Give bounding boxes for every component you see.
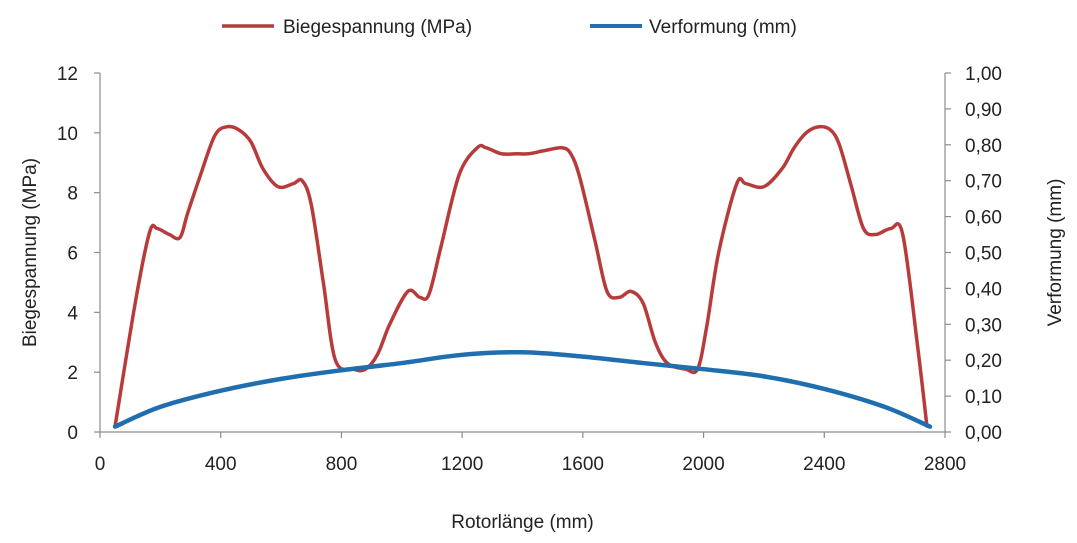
y-left-tick-label: 10	[57, 124, 78, 145]
y-right-tick-label: 0,30	[965, 315, 1002, 336]
legend-label: Verformung (mm)	[649, 17, 797, 38]
x-tick-label: 2000	[682, 454, 724, 475]
legend-label: Biegespannung (MPa)	[283, 17, 472, 38]
x-tick-label: 2400	[803, 454, 845, 475]
y-right-tick-label: 0,90	[965, 100, 1002, 121]
y-right-tick-label: 0,10	[965, 387, 1002, 408]
x-tick-label: 400	[205, 454, 237, 475]
series-layer	[112, 124, 933, 429]
axis-titles: Rotorlänge (mm) Biegespannung (MPa) Verfor…	[20, 158, 1066, 533]
y-right-tick-label: 0,50	[965, 244, 1002, 265]
series-line-verformung	[112, 349, 933, 429]
y-right-tick-label: 0,70	[965, 172, 1002, 193]
x-tick-label: 800	[326, 454, 358, 475]
y-right-tick-label: 0,20	[965, 351, 1002, 372]
y-right-tick-label: 0,00	[965, 423, 1002, 444]
y-left-tick-label: 2	[67, 363, 78, 384]
y-right-tick-label: 1,00	[965, 64, 1002, 85]
x-tick-label: 1600	[562, 454, 604, 475]
axes: 0 400 800 1200 1600 2000 2400 2800 0 2 4 6 8 10 12 0,00…	[57, 64, 1002, 475]
y-left-tick-label: 6	[67, 244, 78, 265]
y-left-tick-label: 4	[67, 303, 78, 324]
legend: Biegespannung (MPa) Verformung (mm)	[222, 17, 797, 38]
y-left-tick-label: 12	[57, 64, 78, 85]
x-tick-label: 2800	[924, 454, 966, 475]
y-left-tick-label: 0	[67, 423, 78, 444]
y-right-tick-label: 0,40	[965, 279, 1002, 300]
x-tick-label: 0	[95, 454, 106, 475]
x-tick-label: 1200	[441, 454, 483, 475]
y-axis-right-title: Verformung (mm)	[1045, 179, 1066, 327]
x-axis-title: Rotorlänge (mm)	[451, 512, 594, 533]
y-right-tick-label: 0,60	[965, 208, 1002, 229]
y-right-tick-label: 0,80	[965, 136, 1002, 157]
y-left-tick-label: 8	[67, 184, 78, 205]
series-line-biegespannung	[113, 124, 929, 428]
y-axis-left-title: Biegespannung (MPa)	[20, 158, 41, 347]
